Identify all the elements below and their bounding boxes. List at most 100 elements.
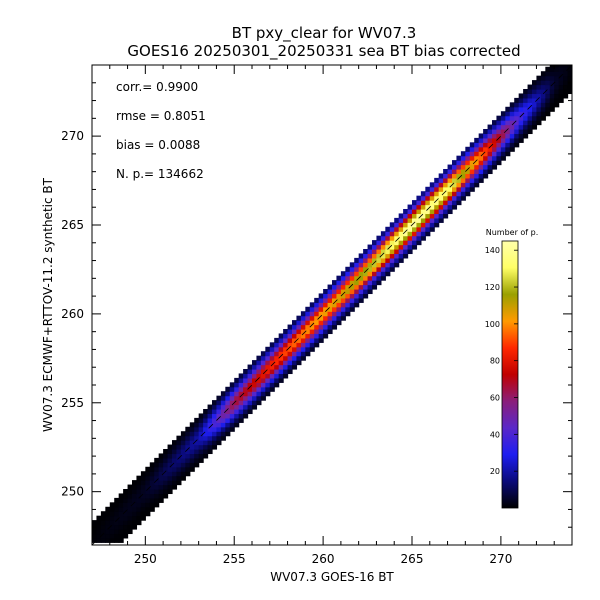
density-cell [318,297,324,303]
density-cell [376,275,382,281]
density-cell [514,129,520,135]
density-cell [100,515,106,521]
density-cell [327,329,333,335]
density-cell [203,453,209,459]
density-cell [483,169,489,175]
density-cell [412,235,418,241]
density-cell [478,177,484,183]
density-cell [309,306,315,312]
density-cell [332,284,338,290]
density-cell [176,457,182,463]
density-cell [127,515,133,521]
density-cell [549,102,555,108]
density-cell [340,284,346,290]
density-cell [465,169,471,175]
density-cell [323,324,329,330]
density-cell [447,173,453,179]
density-cell [554,97,560,103]
density-cell [416,209,422,215]
density-cell [220,391,226,397]
density-cell [536,80,542,86]
density-cell [172,475,178,481]
density-cell [420,226,426,232]
density-cell [229,400,235,406]
density-cell [465,155,471,161]
density-cell [212,409,218,415]
density-cell [212,417,218,423]
density-cell [514,133,520,139]
density-cell [460,164,466,170]
density-cell [92,529,98,535]
density-cell [100,529,106,535]
density-cell [167,462,173,468]
density-cell [327,306,333,312]
density-cell [220,426,226,432]
density-cell [269,369,275,375]
density-cloud [92,65,572,543]
density-cell [349,280,355,286]
density-cell [260,391,266,397]
density-cell [398,253,404,259]
density-cell [212,431,218,437]
density-cell [287,329,293,335]
density-cell [309,315,315,321]
density-cell [189,444,195,450]
density-cell [252,400,258,406]
density-cell [452,186,458,192]
density-cell [136,475,142,481]
density-cell [127,520,133,526]
density-cell [447,200,453,206]
density-cell [349,262,355,268]
density-cell [523,89,529,95]
density-cell [198,422,204,428]
density-cell [545,97,551,103]
density-cell [567,89,572,95]
density-cell [380,271,386,277]
density-cell [132,520,138,526]
density-cell [563,71,569,77]
density-cell [247,404,253,410]
density-cell [96,529,102,535]
density-cell [354,280,360,286]
density-cell [158,471,164,477]
density-cell [469,151,475,157]
density-cell [194,444,200,450]
density-cell [372,266,378,272]
density-cell [309,302,315,308]
density-cell [256,391,262,397]
density-cell [483,146,489,152]
density-cell [332,324,338,330]
density-cell [505,106,511,112]
density-cell [496,115,502,121]
density-cell [296,315,302,321]
density-cell [123,533,129,539]
density-cell [532,97,538,103]
density-cell [278,333,284,339]
density-cell [447,195,453,201]
density-cell [385,253,391,259]
density-cell [225,400,231,406]
density-cell [154,466,160,472]
density-cell [514,124,520,130]
density-cell [109,524,115,530]
density-cell [567,71,572,77]
density-cell [403,253,409,259]
y-tick-label: 265 [61,218,84,232]
density-cell [123,515,129,521]
density-cell [229,426,235,432]
density-cell [216,440,222,446]
density-cell [247,377,253,383]
density-cell [478,164,484,170]
density-cell [420,213,426,219]
density-cell [354,275,360,281]
density-cell [456,191,462,197]
density-cell [189,466,195,472]
y-axis-label: WV07.3 ECMWF+RTTOV-11.2 synthetic BT [41,177,55,432]
density-cell [549,65,555,68]
density-cell [105,533,111,539]
density-cell [243,377,249,383]
density-cell [234,417,240,423]
density-cell [358,266,364,272]
density-cell [549,66,555,72]
density-cell [309,329,315,335]
